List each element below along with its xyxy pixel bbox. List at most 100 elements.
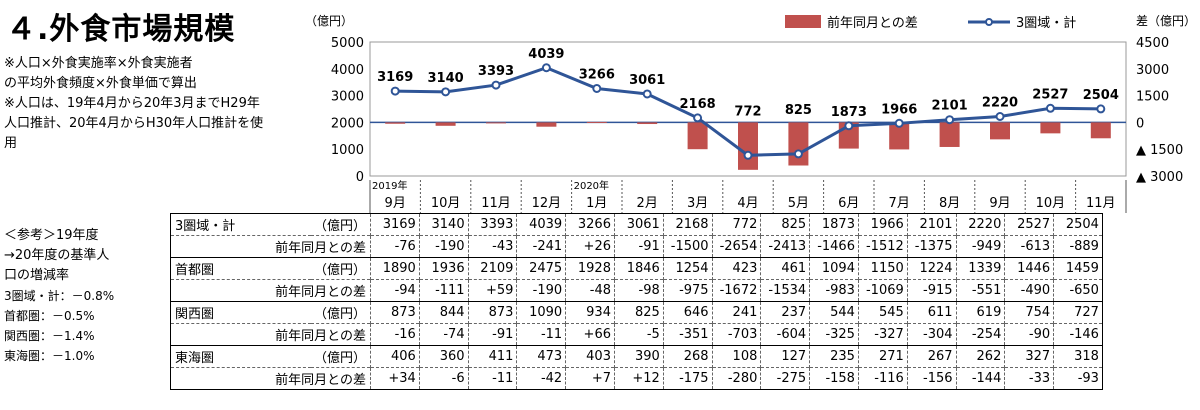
table-cell: -91 bbox=[467, 323, 517, 346]
table-cell: 267 bbox=[906, 345, 957, 368]
legend-line-marker bbox=[985, 18, 993, 26]
table-cell: 1446 bbox=[1004, 257, 1054, 280]
right-tick-label: 0 bbox=[1136, 116, 1144, 131]
left-tick-label: 2000 bbox=[331, 116, 364, 131]
table-cell: 2220 bbox=[955, 213, 1005, 236]
table-cell: 262 bbox=[955, 345, 1005, 368]
table-cell: 1254 bbox=[662, 257, 713, 280]
table-cell: 360 bbox=[418, 345, 469, 368]
table-cell: 1928 bbox=[565, 257, 615, 280]
month-label: 4月 bbox=[737, 196, 758, 211]
table-cell: -94 bbox=[370, 279, 420, 302]
reference-notes: ＜参考＞19年度 →20年度の基準人 口の増減率 3圏域・計：－0.8% 首都圏… bbox=[4, 226, 114, 366]
table-cell: 2527 bbox=[1004, 213, 1054, 236]
difference-bar bbox=[939, 122, 960, 147]
table-cell: -111 bbox=[418, 279, 469, 302]
note-line: 人口推計、20年4月からH30年人口推計を使 bbox=[4, 116, 264, 131]
note-line: ※人口×外食実施率×外食実施者 bbox=[4, 56, 193, 71]
difference-bar bbox=[990, 122, 1010, 140]
right-tick-label: ▲ 1500 bbox=[1136, 143, 1183, 158]
table-cell: 2101 bbox=[906, 213, 957, 236]
right-tick-label: ▲ 3000 bbox=[1136, 170, 1183, 185]
table-cell: +12 bbox=[613, 367, 664, 390]
total-data-label: 3393 bbox=[478, 64, 514, 79]
right-tick-label: 4500 bbox=[1136, 36, 1169, 51]
total-point bbox=[541, 63, 551, 73]
total-data-label: 825 bbox=[785, 103, 812, 118]
table-row: 東海圏 （億円） 406 360 411 473 403 390 268 108 127 235 271… bbox=[170, 345, 1103, 368]
table-cell: 3169 bbox=[370, 213, 420, 236]
year-marker: 2020年 bbox=[574, 179, 609, 192]
table-cell: 237 bbox=[760, 301, 810, 324]
table-cell: 1936 bbox=[418, 257, 469, 280]
table-cell: 1090 bbox=[516, 301, 566, 324]
table-cell: 2109 bbox=[467, 257, 517, 280]
row-label: 前年同月との差 bbox=[170, 235, 371, 258]
table-cell: -11 bbox=[467, 367, 517, 390]
table-cell: 873 bbox=[370, 301, 420, 324]
row-label: 首都圏 bbox=[170, 257, 311, 280]
table-cell: -175 bbox=[662, 367, 713, 390]
table-cell: +59 bbox=[467, 279, 517, 302]
right-axis-unit: 差（億円） bbox=[1136, 14, 1196, 28]
table-cell: -144 bbox=[955, 367, 1005, 390]
total-point bbox=[1045, 103, 1055, 113]
left-tick-label: 3000 bbox=[331, 90, 364, 105]
reference-line: 口の増減率 bbox=[4, 268, 70, 283]
table-cell: 544 bbox=[809, 301, 859, 324]
difference-bar bbox=[738, 122, 758, 170]
table-cell: -983 bbox=[809, 279, 859, 302]
month-label: 1月 bbox=[586, 196, 607, 211]
table-cell: -1500 bbox=[662, 235, 713, 258]
table-cell: -146 bbox=[1053, 323, 1103, 346]
row-label: 東海圏 bbox=[170, 345, 311, 368]
table-cell: 825 bbox=[613, 301, 664, 324]
table-cell: 646 bbox=[662, 301, 713, 324]
month-label: 3月 bbox=[687, 196, 708, 211]
total-data-label: 3061 bbox=[629, 73, 665, 88]
difference-bar bbox=[486, 122, 506, 124]
row-unit: （億円） bbox=[310, 257, 371, 280]
total-data-label: 2220 bbox=[982, 96, 1018, 111]
table-cell: 235 bbox=[809, 345, 859, 368]
table-cell: +7 bbox=[565, 367, 615, 390]
row-unit: （億円） bbox=[310, 213, 371, 236]
total-data-label: 772 bbox=[734, 104, 761, 119]
total-point bbox=[491, 80, 501, 90]
month-label: 10月 bbox=[1036, 196, 1066, 211]
table-cell: -74 bbox=[418, 323, 469, 346]
table-cell: 127 bbox=[760, 345, 810, 368]
left-tick-label: 1000 bbox=[331, 143, 364, 158]
reference-rate: 3圏域・計：－0.8% bbox=[4, 289, 115, 303]
table-cell: -304 bbox=[906, 323, 957, 346]
table-cell: 1094 bbox=[809, 257, 859, 280]
total-point bbox=[390, 86, 400, 96]
total-data-label: 1873 bbox=[831, 105, 867, 120]
table-cell: -241 bbox=[516, 235, 566, 258]
month-label: 5月 bbox=[788, 196, 809, 211]
table-cell: +26 bbox=[565, 235, 615, 258]
table-cell: +66 bbox=[565, 323, 615, 346]
legend-bar-label: 前年同月との差 bbox=[827, 15, 918, 31]
total-point bbox=[693, 113, 703, 123]
table-cell: 4039 bbox=[516, 213, 566, 236]
table-cell: -158 bbox=[809, 367, 859, 390]
reference-rate: 関西圏：－1.4% bbox=[4, 329, 95, 343]
table-cell: 611 bbox=[906, 301, 957, 324]
total-point bbox=[642, 89, 652, 99]
plot-frame bbox=[369, 41, 1127, 177]
legend-bar-swatch bbox=[785, 15, 821, 28]
table-cell: 619 bbox=[955, 301, 1005, 324]
total-data-label: 4039 bbox=[528, 47, 564, 62]
total-point bbox=[945, 115, 955, 125]
table-cell: 473 bbox=[516, 345, 566, 368]
table-cell: -949 bbox=[955, 235, 1005, 258]
table-cell: -48 bbox=[565, 279, 615, 302]
month-label: 8月 bbox=[939, 196, 960, 211]
reference-rate: 首都圏：－0.5% bbox=[4, 309, 95, 323]
legend-line-label: 3圏域・計 bbox=[1016, 15, 1076, 31]
total-data-label: 3140 bbox=[428, 71, 464, 86]
row-unit: （億円） bbox=[310, 345, 371, 368]
table-cell: 3140 bbox=[418, 213, 469, 236]
table-cell: 1873 bbox=[809, 213, 859, 236]
